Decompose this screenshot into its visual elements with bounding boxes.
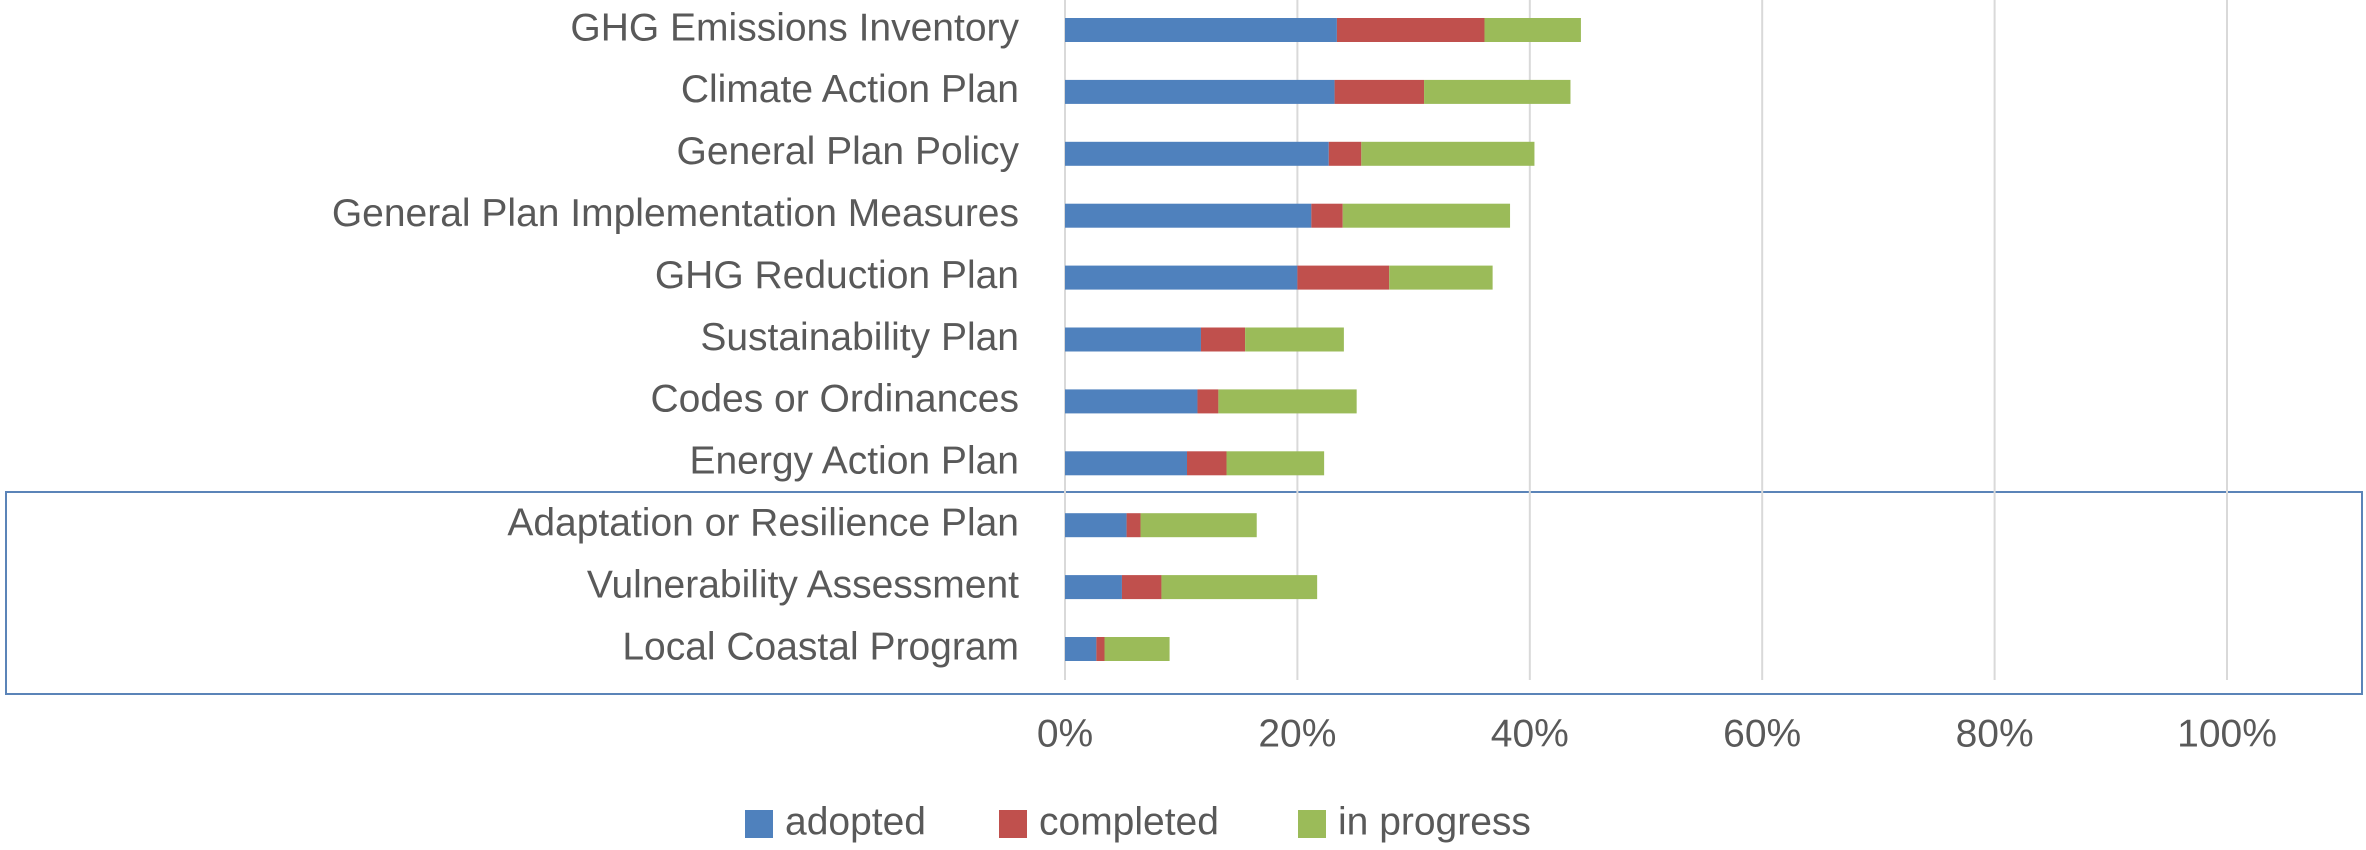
y-tick-label: General Plan Implementation Measures (332, 192, 1019, 235)
bar-segment (1065, 451, 1188, 476)
y-tick-label: Climate Action Plan (681, 68, 1019, 111)
bar-segment (1389, 265, 1493, 290)
y-tick-label: GHG Reduction Plan (655, 254, 1019, 297)
bar-segment (1197, 389, 1219, 414)
bar-segment (1334, 79, 1425, 104)
bar-segment (1096, 637, 1105, 661)
bar-segment (1226, 451, 1325, 476)
highlight-box (5, 491, 2363, 695)
y-tick-label: GHG Emissions Inventory (570, 6, 1019, 49)
y-tick-label: Codes or Ordinances (650, 378, 1019, 421)
bar-segment (1065, 203, 1312, 228)
bar-segment (1065, 141, 1329, 166)
x-tick-label: 60% (1723, 712, 1801, 755)
y-tick-label: Local Coastal Program (622, 625, 1019, 668)
y-tick-label: Energy Action Plan (689, 440, 1019, 483)
legend-swatch (999, 810, 1027, 838)
bar-segment (1065, 389, 1198, 414)
bar-segment (1311, 203, 1343, 228)
legend-swatch (745, 810, 773, 838)
bar-segment (1424, 79, 1571, 104)
y-tick-label: General Plan Policy (676, 130, 1019, 173)
bar-segment (1484, 18, 1581, 42)
bar-segment (1065, 575, 1122, 600)
bar-segment (1342, 203, 1511, 228)
bar-segment (1065, 637, 1097, 661)
y-tick-label: Sustainability Plan (700, 316, 1019, 359)
x-tick-label: 80% (1956, 712, 2034, 755)
bar-segment (1140, 513, 1257, 538)
bar-segment (1361, 141, 1535, 166)
bar-segment (1218, 389, 1357, 414)
bar-segment (1104, 637, 1170, 661)
legend-swatch (1298, 810, 1326, 838)
bar-segment (1065, 513, 1127, 538)
bar-segment (1187, 451, 1227, 476)
bar-segment (1328, 141, 1362, 166)
legend-label: adopted (785, 800, 926, 843)
legend-label: completed (1039, 800, 1219, 843)
bar-segment (1297, 265, 1390, 290)
bar-segment (1065, 265, 1298, 290)
x-tick-label: 20% (1258, 712, 1336, 755)
x-tick-label: 40% (1491, 712, 1569, 755)
bar-segment (1336, 18, 1485, 42)
y-tick-label: Vulnerability Assessment (587, 563, 1019, 606)
x-tick-label: 0% (1037, 712, 1093, 755)
bar-segment (1161, 575, 1318, 600)
bar-segment (1065, 18, 1337, 42)
legend-label: in progress (1338, 800, 1531, 843)
bar-segment (1065, 79, 1335, 104)
x-tick-label: 100% (2177, 712, 2277, 755)
bar-segment (1126, 513, 1141, 538)
bar-segment (1245, 327, 1344, 352)
bar-segment (1121, 575, 1162, 600)
bar-segment (1200, 327, 1246, 352)
bar-segment (1065, 327, 1201, 352)
y-tick-label: Adaptation or Resilience Plan (507, 501, 1019, 544)
